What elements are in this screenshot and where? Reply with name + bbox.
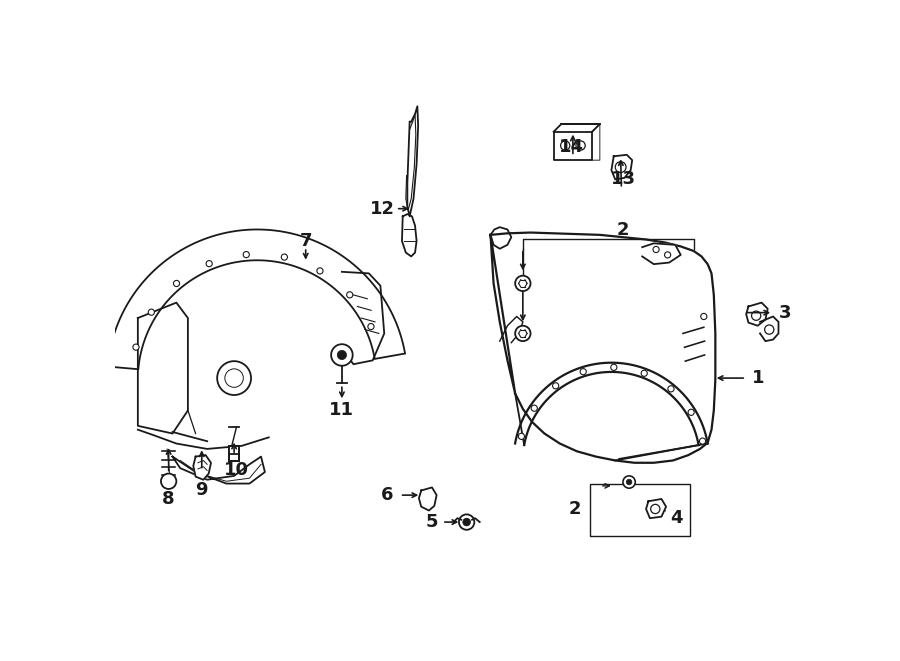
Circle shape	[459, 514, 474, 529]
Circle shape	[282, 254, 287, 260]
Polygon shape	[402, 214, 417, 256]
Text: 2: 2	[616, 221, 629, 239]
Circle shape	[580, 369, 586, 375]
Text: 9: 9	[195, 481, 208, 499]
Circle shape	[161, 473, 176, 489]
Polygon shape	[554, 132, 592, 160]
Polygon shape	[418, 487, 436, 510]
Circle shape	[515, 276, 531, 291]
Text: 10: 10	[224, 461, 249, 479]
Text: 11: 11	[329, 401, 355, 420]
Text: 7: 7	[300, 232, 312, 250]
Polygon shape	[194, 455, 211, 480]
Circle shape	[611, 364, 616, 370]
Circle shape	[148, 309, 155, 315]
Circle shape	[688, 409, 694, 415]
Circle shape	[338, 350, 346, 360]
Text: 8: 8	[162, 490, 175, 508]
Circle shape	[346, 292, 353, 298]
Circle shape	[317, 268, 323, 274]
Circle shape	[626, 479, 632, 485]
Polygon shape	[643, 243, 680, 264]
Circle shape	[243, 251, 249, 258]
Circle shape	[699, 438, 706, 444]
Polygon shape	[746, 303, 768, 326]
Circle shape	[623, 476, 635, 488]
Circle shape	[133, 344, 139, 350]
Circle shape	[463, 518, 471, 526]
Circle shape	[641, 370, 647, 376]
Text: 13: 13	[610, 171, 635, 188]
Circle shape	[174, 280, 180, 287]
Circle shape	[515, 326, 531, 341]
Text: 4: 4	[670, 509, 683, 527]
Text: 5: 5	[426, 513, 438, 531]
Text: 12: 12	[370, 200, 395, 217]
Circle shape	[668, 386, 674, 392]
Circle shape	[206, 260, 212, 267]
Text: 2: 2	[569, 500, 581, 518]
Text: 3: 3	[778, 303, 791, 322]
Text: 1: 1	[752, 369, 765, 387]
Circle shape	[368, 323, 374, 330]
Circle shape	[531, 405, 537, 411]
Circle shape	[553, 383, 559, 389]
Polygon shape	[611, 155, 632, 179]
Text: 14: 14	[559, 138, 584, 156]
Polygon shape	[108, 229, 405, 369]
FancyBboxPatch shape	[229, 446, 239, 461]
Circle shape	[518, 433, 525, 440]
Text: 6: 6	[381, 486, 393, 504]
Circle shape	[331, 344, 353, 366]
Polygon shape	[760, 317, 778, 341]
Polygon shape	[646, 499, 666, 518]
